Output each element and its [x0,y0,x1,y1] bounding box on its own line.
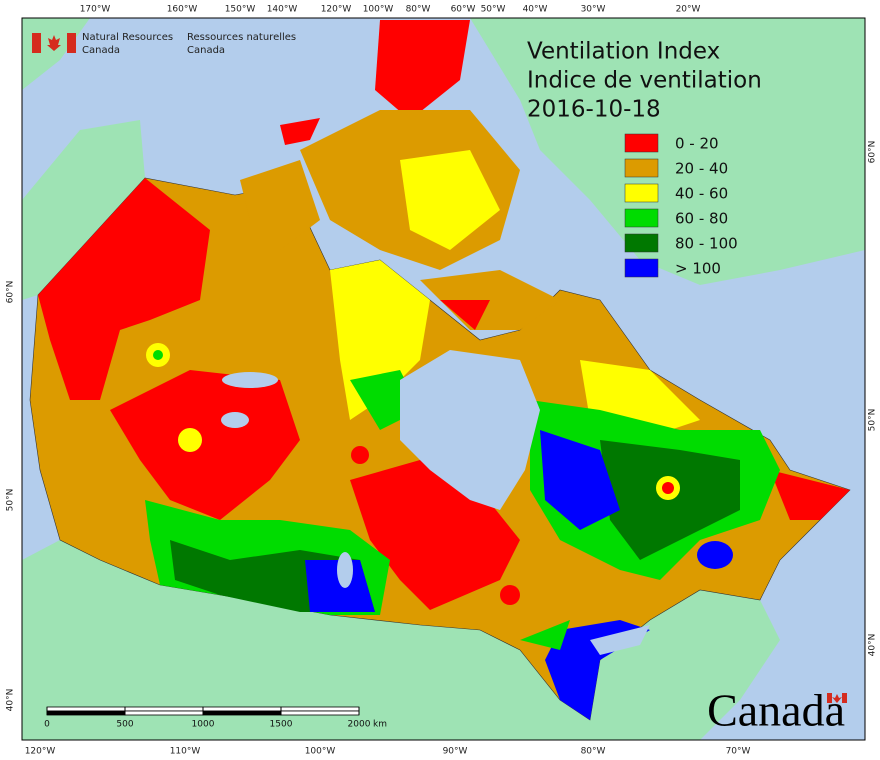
spot [351,446,369,464]
lon-label: 70°W [726,747,751,757]
scale-label: 500 [116,720,133,730]
zone-blue [305,560,375,612]
legend-swatch [624,133,659,153]
zone-blue [697,541,733,569]
island [440,300,490,330]
lake [590,625,650,655]
scale-segment [124,710,204,716]
legend: 0 - 20 20 - 40 40 - 60 60 - 80 80 - 100 > 100 [624,133,738,278]
zone-blue [540,430,620,530]
scale-segment [280,710,360,716]
scale-label: 1500 [270,720,293,730]
title: Indice de ventilation [527,68,762,94]
lat-label: 50°N [868,409,878,432]
legend-swatch [624,208,659,228]
zone-red [38,178,210,400]
legend-swatch [624,258,659,278]
lon-label: 120°W [321,5,352,15]
agency-fr: Canada [187,45,225,56]
legend-swatch [624,158,659,178]
legend-label: 80 - 100 [675,235,738,253]
zone-darkgreen [600,440,740,560]
lat-label: 60°N [868,141,878,164]
map-border [21,17,866,741]
legend-label: 20 - 40 [675,160,728,178]
flag-bar [32,33,41,53]
scale-segment [202,710,282,716]
scale-unit: km [373,720,387,730]
lat-label: 40°N [868,634,878,657]
lon-label: 170°W [80,5,111,15]
lat-label: 60°N [6,281,16,304]
lon-label: 50°W [481,5,506,15]
maple-leaf [47,35,61,51]
agency-en: Canada [82,45,120,56]
island [240,160,320,250]
date: 2016-10-18 [527,97,661,123]
legend-label: > 100 [675,260,721,278]
zone-red [770,470,850,520]
lon-label: 20°W [676,5,701,15]
wordmark-flag [842,693,847,703]
wordmark-flag [832,694,842,703]
lon-label: 90°W [443,747,468,757]
scale-segment [124,706,204,712]
wordmark: Canada [707,685,845,736]
legend-swatch [624,183,659,203]
scale-segment [202,706,282,712]
lon-label: 160°W [167,5,198,15]
scale-label: 1000 [192,720,215,730]
lon-label: 80°W [406,5,431,15]
agency-en: Natural Resources [82,32,173,43]
legend-label: 0 - 20 [675,135,719,153]
island [400,150,500,250]
zone-green [520,620,570,650]
spot [153,350,163,360]
scale-segment [280,706,360,712]
lon-label: 110°W [170,747,201,757]
lat-label: 50°N [6,489,16,512]
lake [221,412,249,428]
wordmark-flag [827,693,832,703]
scale-bar: 0 500 1000 1500 2000 km [44,706,387,730]
legend-label: 60 - 80 [675,210,728,228]
lake [337,552,353,588]
alaska [22,120,145,300]
greenland [470,18,865,285]
lon-label: 80°W [581,747,606,757]
island [375,20,470,120]
spot [178,428,202,452]
lon-label: 30°W [581,5,606,15]
legend-label: 40 - 60 [675,185,728,203]
lon-label: 100°W [363,5,394,15]
scale-label: 2000 [348,720,371,730]
island [280,118,320,145]
lon-label: 100°W [305,747,336,757]
lon-label: 150°W [225,5,256,15]
lake [222,372,278,388]
usa [22,540,780,740]
hudson-bay [400,350,540,510]
scale-segment [46,710,126,716]
lon-label: 40°W [523,5,548,15]
flag-bar [67,33,76,53]
lon-label: 140°W [267,5,298,15]
lon-label: 60°W [451,5,476,15]
nrcan-signature: Natural Resources Canada Ressources natu… [32,32,296,56]
lon-label: 120°W [25,747,56,757]
zone-red [110,370,300,520]
title: Ventilation Index [527,39,720,65]
spot [662,482,674,494]
agency-fr: Ressources naturelles [187,32,296,43]
lat-label: 40°N [6,689,16,712]
legend-swatch [624,233,659,253]
scale-segment [46,706,126,712]
map [22,18,865,740]
spot [500,585,520,605]
scale-label: 0 [44,720,50,730]
